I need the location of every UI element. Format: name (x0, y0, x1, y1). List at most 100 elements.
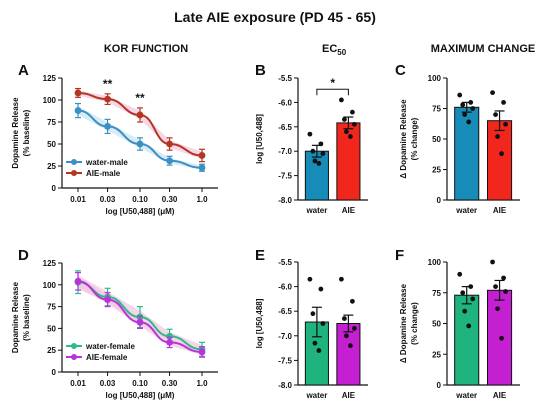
significance-bracket (316, 88, 349, 96)
panel-letter: C (395, 62, 406, 79)
x-tick-label: 1.0 (196, 195, 208, 204)
y-axis-label-secondary: (% change) (410, 302, 419, 345)
data-point (466, 323, 472, 329)
data-point (316, 348, 322, 353)
data-point (495, 306, 500, 312)
y-tick-label: 25 (47, 162, 56, 171)
data-point (499, 335, 504, 341)
data-point (503, 121, 508, 127)
y-tick-label: 0 (437, 196, 442, 205)
y-tick-label: 100 (43, 96, 57, 105)
data-point (490, 90, 495, 96)
y-axis-label: Δ Dopamine Release (399, 99, 408, 179)
data-point (166, 338, 173, 346)
data-point (460, 290, 466, 296)
y-tick-label: 75 (47, 303, 56, 312)
x-tick-label: 0.30 (162, 379, 178, 388)
data-point (493, 112, 498, 117)
data-point (318, 286, 324, 292)
figure-title: Late AIE exposure (PD 45 - 65) (174, 9, 376, 25)
data-point (470, 296, 476, 302)
y-tick-label: 25 (432, 350, 441, 359)
data-point (136, 140, 144, 148)
panel-d: D 0 25 50 75 100 125 0.01 0.03 0.10 0.30 1.0 log [U5… (11, 247, 218, 400)
x-axis-label: log [U50,488] (μM) (106, 391, 175, 400)
panel-e: E -5.5 -6.0 -6.5 -7.0 -7.5 -8.0 log [U50,488] wa… (255, 247, 368, 400)
x-tick-label: AIE (493, 391, 507, 400)
data-point (312, 158, 318, 164)
data-point (316, 161, 322, 166)
x-axis-label: log [U50,488] (μM) (106, 207, 175, 216)
y-tick-label: -7.5 (278, 172, 292, 181)
data-point (136, 318, 144, 326)
legend-label: AIE-female (86, 353, 128, 362)
y-tick-label: -6.0 (278, 98, 292, 107)
legend-marker (71, 343, 77, 349)
series-ci-band (78, 276, 202, 356)
y-tick-label: -8.0 (278, 196, 292, 205)
data-point (74, 107, 82, 114)
data-point (350, 109, 355, 115)
y-tick-label: 100 (428, 74, 442, 83)
y-tick-label: 50 (47, 140, 56, 149)
column-header-max: MAXIMUM CHANGE (431, 43, 536, 55)
y-tick-label: -7.0 (278, 147, 292, 156)
x-tick-label: water (305, 391, 327, 400)
y-tick-label: 25 (432, 166, 441, 175)
significance-marker: ** (135, 91, 145, 105)
y-tick-label: -6.5 (278, 123, 292, 132)
data-point (462, 112, 468, 117)
y-axis-label-secondary: (% baseline) (22, 109, 31, 156)
bar (304, 150, 329, 201)
legend-label: AIE-male (86, 169, 121, 178)
data-point (307, 276, 313, 282)
y-tick-label: -7.5 (278, 356, 292, 365)
ec50-subscript: 50 (337, 48, 346, 57)
data-point (136, 111, 144, 119)
data-point (344, 333, 349, 339)
data-point (344, 129, 349, 135)
y-tick-label: 50 (432, 320, 441, 329)
data-point (468, 284, 474, 289)
significance-marker: ** (103, 77, 113, 91)
x-tick-label: water (455, 206, 477, 215)
data-point (104, 296, 111, 304)
x-tick-label: 0.30 (162, 195, 178, 204)
data-point (166, 157, 173, 165)
column-header-kor: KOR FUNCTION (104, 43, 188, 55)
series-ci-band (78, 106, 202, 170)
x-tick-label: water (455, 391, 477, 400)
data-point (501, 275, 506, 281)
data-point (468, 100, 474, 105)
y-axis-label: Dopamine Release (11, 97, 20, 169)
y-axis-label: log [U50,488] (255, 114, 264, 164)
bar (336, 323, 361, 386)
y-tick-label: 100 (43, 281, 57, 290)
legend-label: water-male (85, 158, 128, 167)
data-point (457, 271, 463, 277)
data-point (339, 276, 344, 282)
data-point (348, 343, 353, 349)
data-point (503, 289, 508, 294)
data-point (312, 340, 318, 346)
y-tick-label: 125 (43, 74, 57, 83)
x-tick-label: 0.03 (100, 379, 116, 388)
data-point (310, 148, 316, 154)
legend-marker (71, 354, 77, 360)
x-tick-label: 0.03 (100, 195, 116, 204)
data-point (320, 151, 326, 157)
data-point (74, 277, 82, 285)
x-tick-label: AIE (493, 206, 507, 215)
data-point (470, 106, 476, 111)
y-tick-label: 100 (428, 258, 442, 267)
y-tick-label: 25 (47, 346, 56, 355)
panel-f: F 0 25 50 75 100 Δ Dopamine Release (% change) w… (395, 247, 520, 400)
y-axis-label-secondary: (% change) (410, 117, 419, 160)
data-point (198, 348, 206, 356)
data-point (352, 121, 357, 127)
data-point (307, 131, 313, 137)
x-tick-label: 0.10 (132, 195, 148, 204)
data-point (342, 316, 347, 321)
panel-c: C 0 25 50 75 100 Δ Dopamine Release (% change) w… (395, 62, 520, 215)
y-tick-label: 0 (52, 368, 57, 377)
